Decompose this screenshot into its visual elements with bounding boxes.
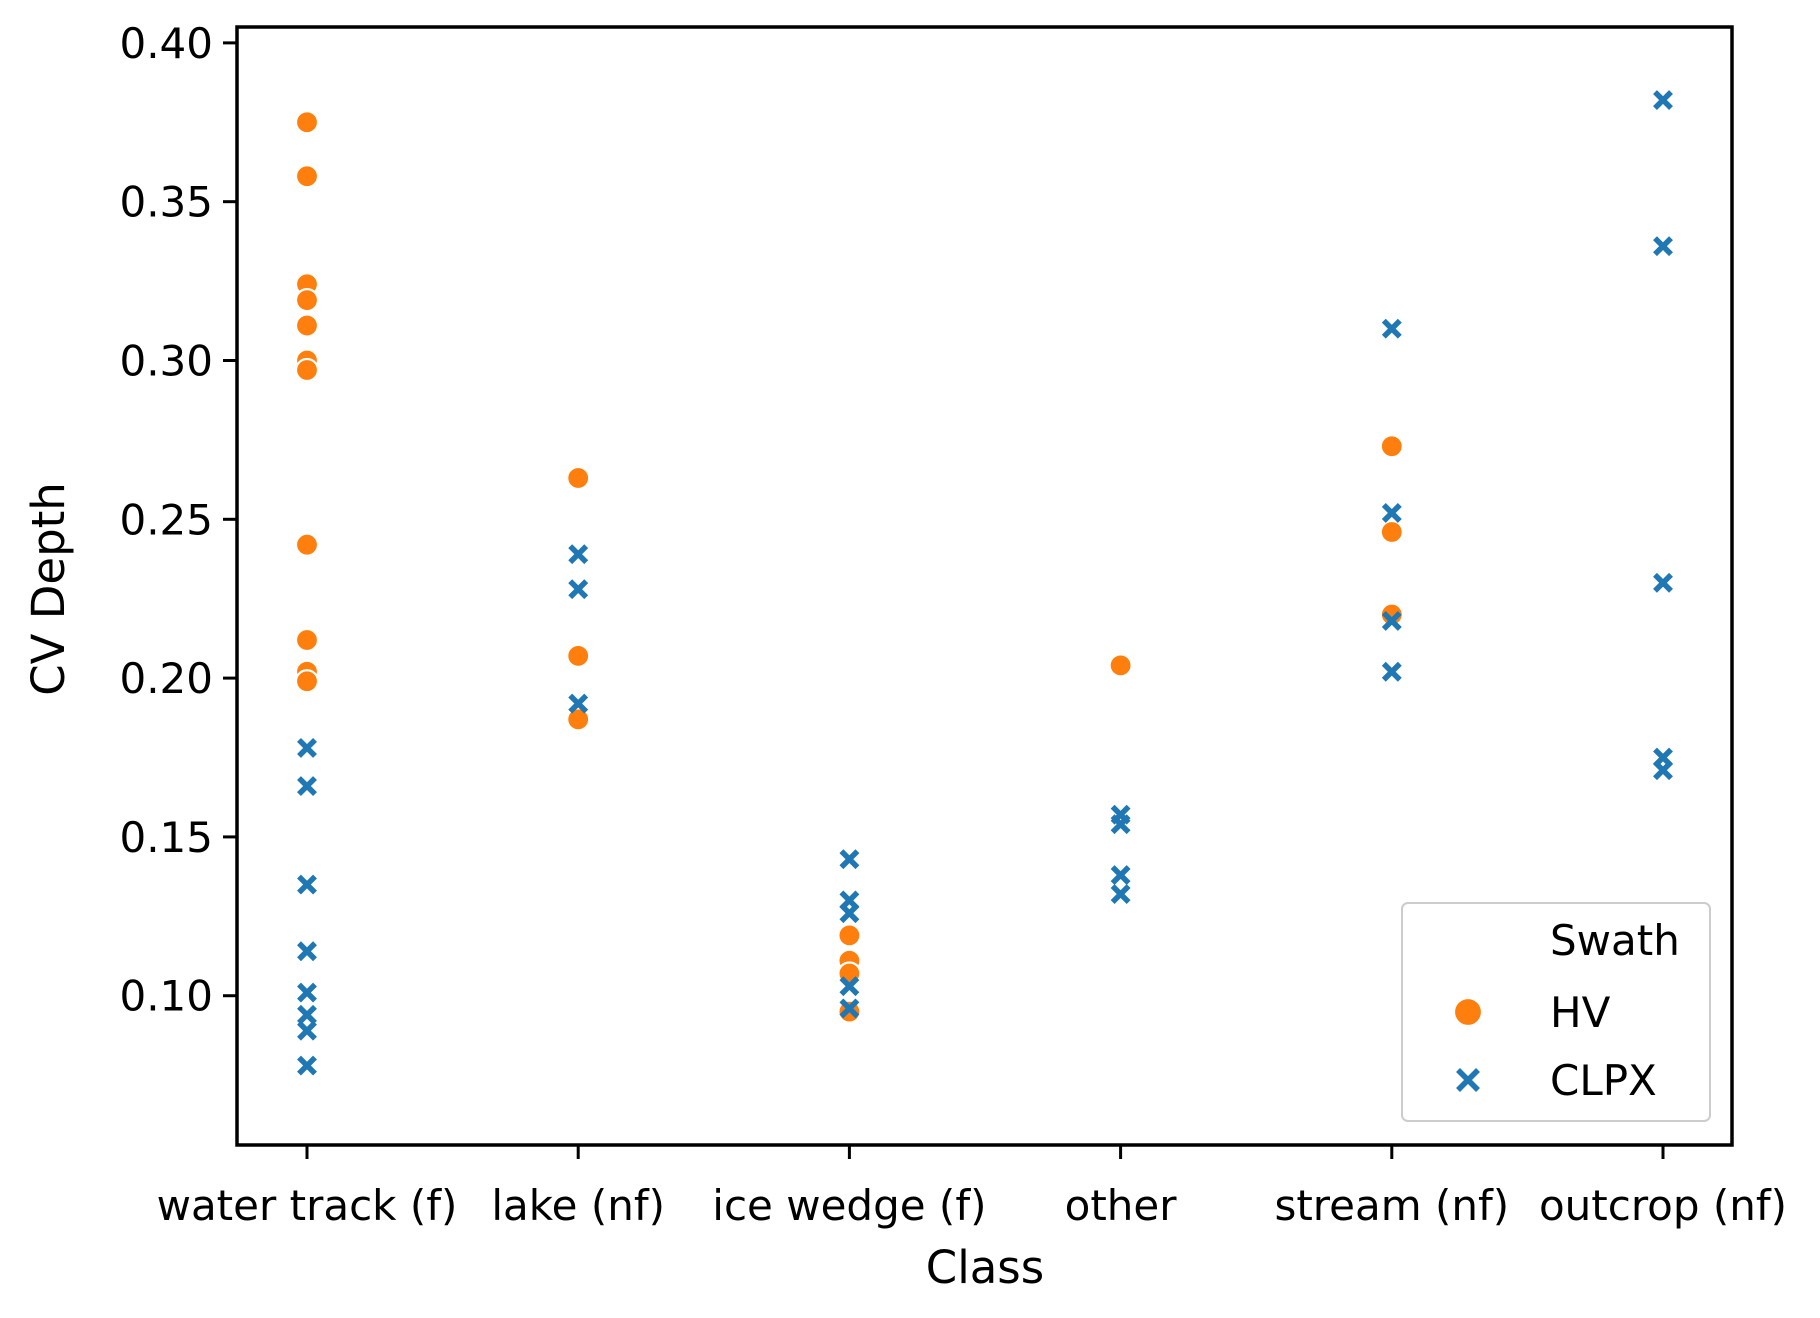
clpx-point xyxy=(297,1004,317,1025)
x-tick-label: water track (f) xyxy=(157,1181,458,1230)
clpx-point xyxy=(297,1020,317,1041)
x-tick-label: other xyxy=(1065,1181,1178,1230)
legend-label: CLPX xyxy=(1550,1056,1657,1105)
hv-point xyxy=(566,465,591,491)
y-tick-label: 0.25 xyxy=(119,495,213,544)
y-tick-label: 0.40 xyxy=(119,19,213,68)
hv-point xyxy=(1379,434,1404,459)
legend-hv-marker xyxy=(1452,996,1484,1028)
clpx-point xyxy=(568,579,589,600)
y-tick-label: 0.15 xyxy=(119,813,213,862)
y-tick-label: 0.10 xyxy=(119,972,213,1021)
legend-clpx-marker xyxy=(1456,1068,1480,1092)
clpx-point xyxy=(1653,90,1673,110)
clpx-point xyxy=(1381,661,1402,682)
hv-point xyxy=(1108,653,1133,678)
legend-title: Swath xyxy=(1550,916,1680,965)
y-tick-label: 0.20 xyxy=(119,654,213,703)
plot-frame xyxy=(235,25,1734,1147)
y-tick-label: 0.30 xyxy=(119,336,213,385)
clpx-point xyxy=(1110,884,1131,905)
legend: Swath HV CLPX xyxy=(1401,902,1711,1122)
x-tick-label: stream (nf) xyxy=(1274,1181,1509,1230)
y-tick-label: 0.35 xyxy=(119,178,213,227)
clpx-point xyxy=(297,776,317,797)
clpx-point xyxy=(568,544,589,565)
legend-label: HV xyxy=(1550,988,1611,1037)
hv-point xyxy=(294,313,320,338)
hv-point xyxy=(1379,519,1404,545)
clpx-point xyxy=(1653,760,1673,781)
x-tick-label: outcrop (nf) xyxy=(1539,1181,1787,1230)
hv-point xyxy=(294,627,320,653)
hv-point xyxy=(294,110,320,135)
clpx-point xyxy=(297,941,317,962)
clpx-point xyxy=(1381,610,1402,631)
hv-point xyxy=(294,288,320,313)
x-axis-label: Class xyxy=(926,1241,1044,1294)
clpx-point xyxy=(1653,236,1673,257)
hv-point xyxy=(566,707,591,732)
clpx-point xyxy=(297,1055,317,1076)
clpx-point xyxy=(297,982,317,1003)
legend-items: HV CLPX xyxy=(1452,988,1657,1105)
clpx-point xyxy=(839,903,860,924)
y-axis: 0.10 0.15 0.20 0.25 0.30 0.35 0.40 xyxy=(119,19,237,1021)
clpx-point xyxy=(839,849,860,870)
hv-point xyxy=(566,643,591,668)
hv-point xyxy=(837,923,862,948)
y-axis-label: CV Depth xyxy=(22,482,75,696)
clpx-point xyxy=(297,738,317,758)
hv-point xyxy=(294,532,320,557)
clpx-point xyxy=(297,874,317,895)
hv-point xyxy=(1379,602,1404,627)
x-tick-label: ice wedge (f) xyxy=(712,1181,986,1230)
x-axis: water track (f) lake (nf) ice wedge (f) oth… xyxy=(157,1145,1787,1230)
clpx-point xyxy=(1653,572,1673,593)
clpx-point xyxy=(1110,814,1131,835)
hv-point xyxy=(294,669,320,694)
clpx-point xyxy=(1381,503,1402,523)
hv-point xyxy=(294,164,320,189)
points-layer xyxy=(294,90,1673,1076)
hv-point xyxy=(294,357,320,383)
clpx-point xyxy=(568,693,589,714)
clpx-point xyxy=(1110,865,1131,885)
clpx-point xyxy=(839,998,860,1019)
clpx-point xyxy=(1381,318,1402,339)
clpx-point xyxy=(839,976,860,997)
legend-box xyxy=(1401,902,1711,1122)
x-tick-label: lake (nf) xyxy=(491,1181,665,1230)
